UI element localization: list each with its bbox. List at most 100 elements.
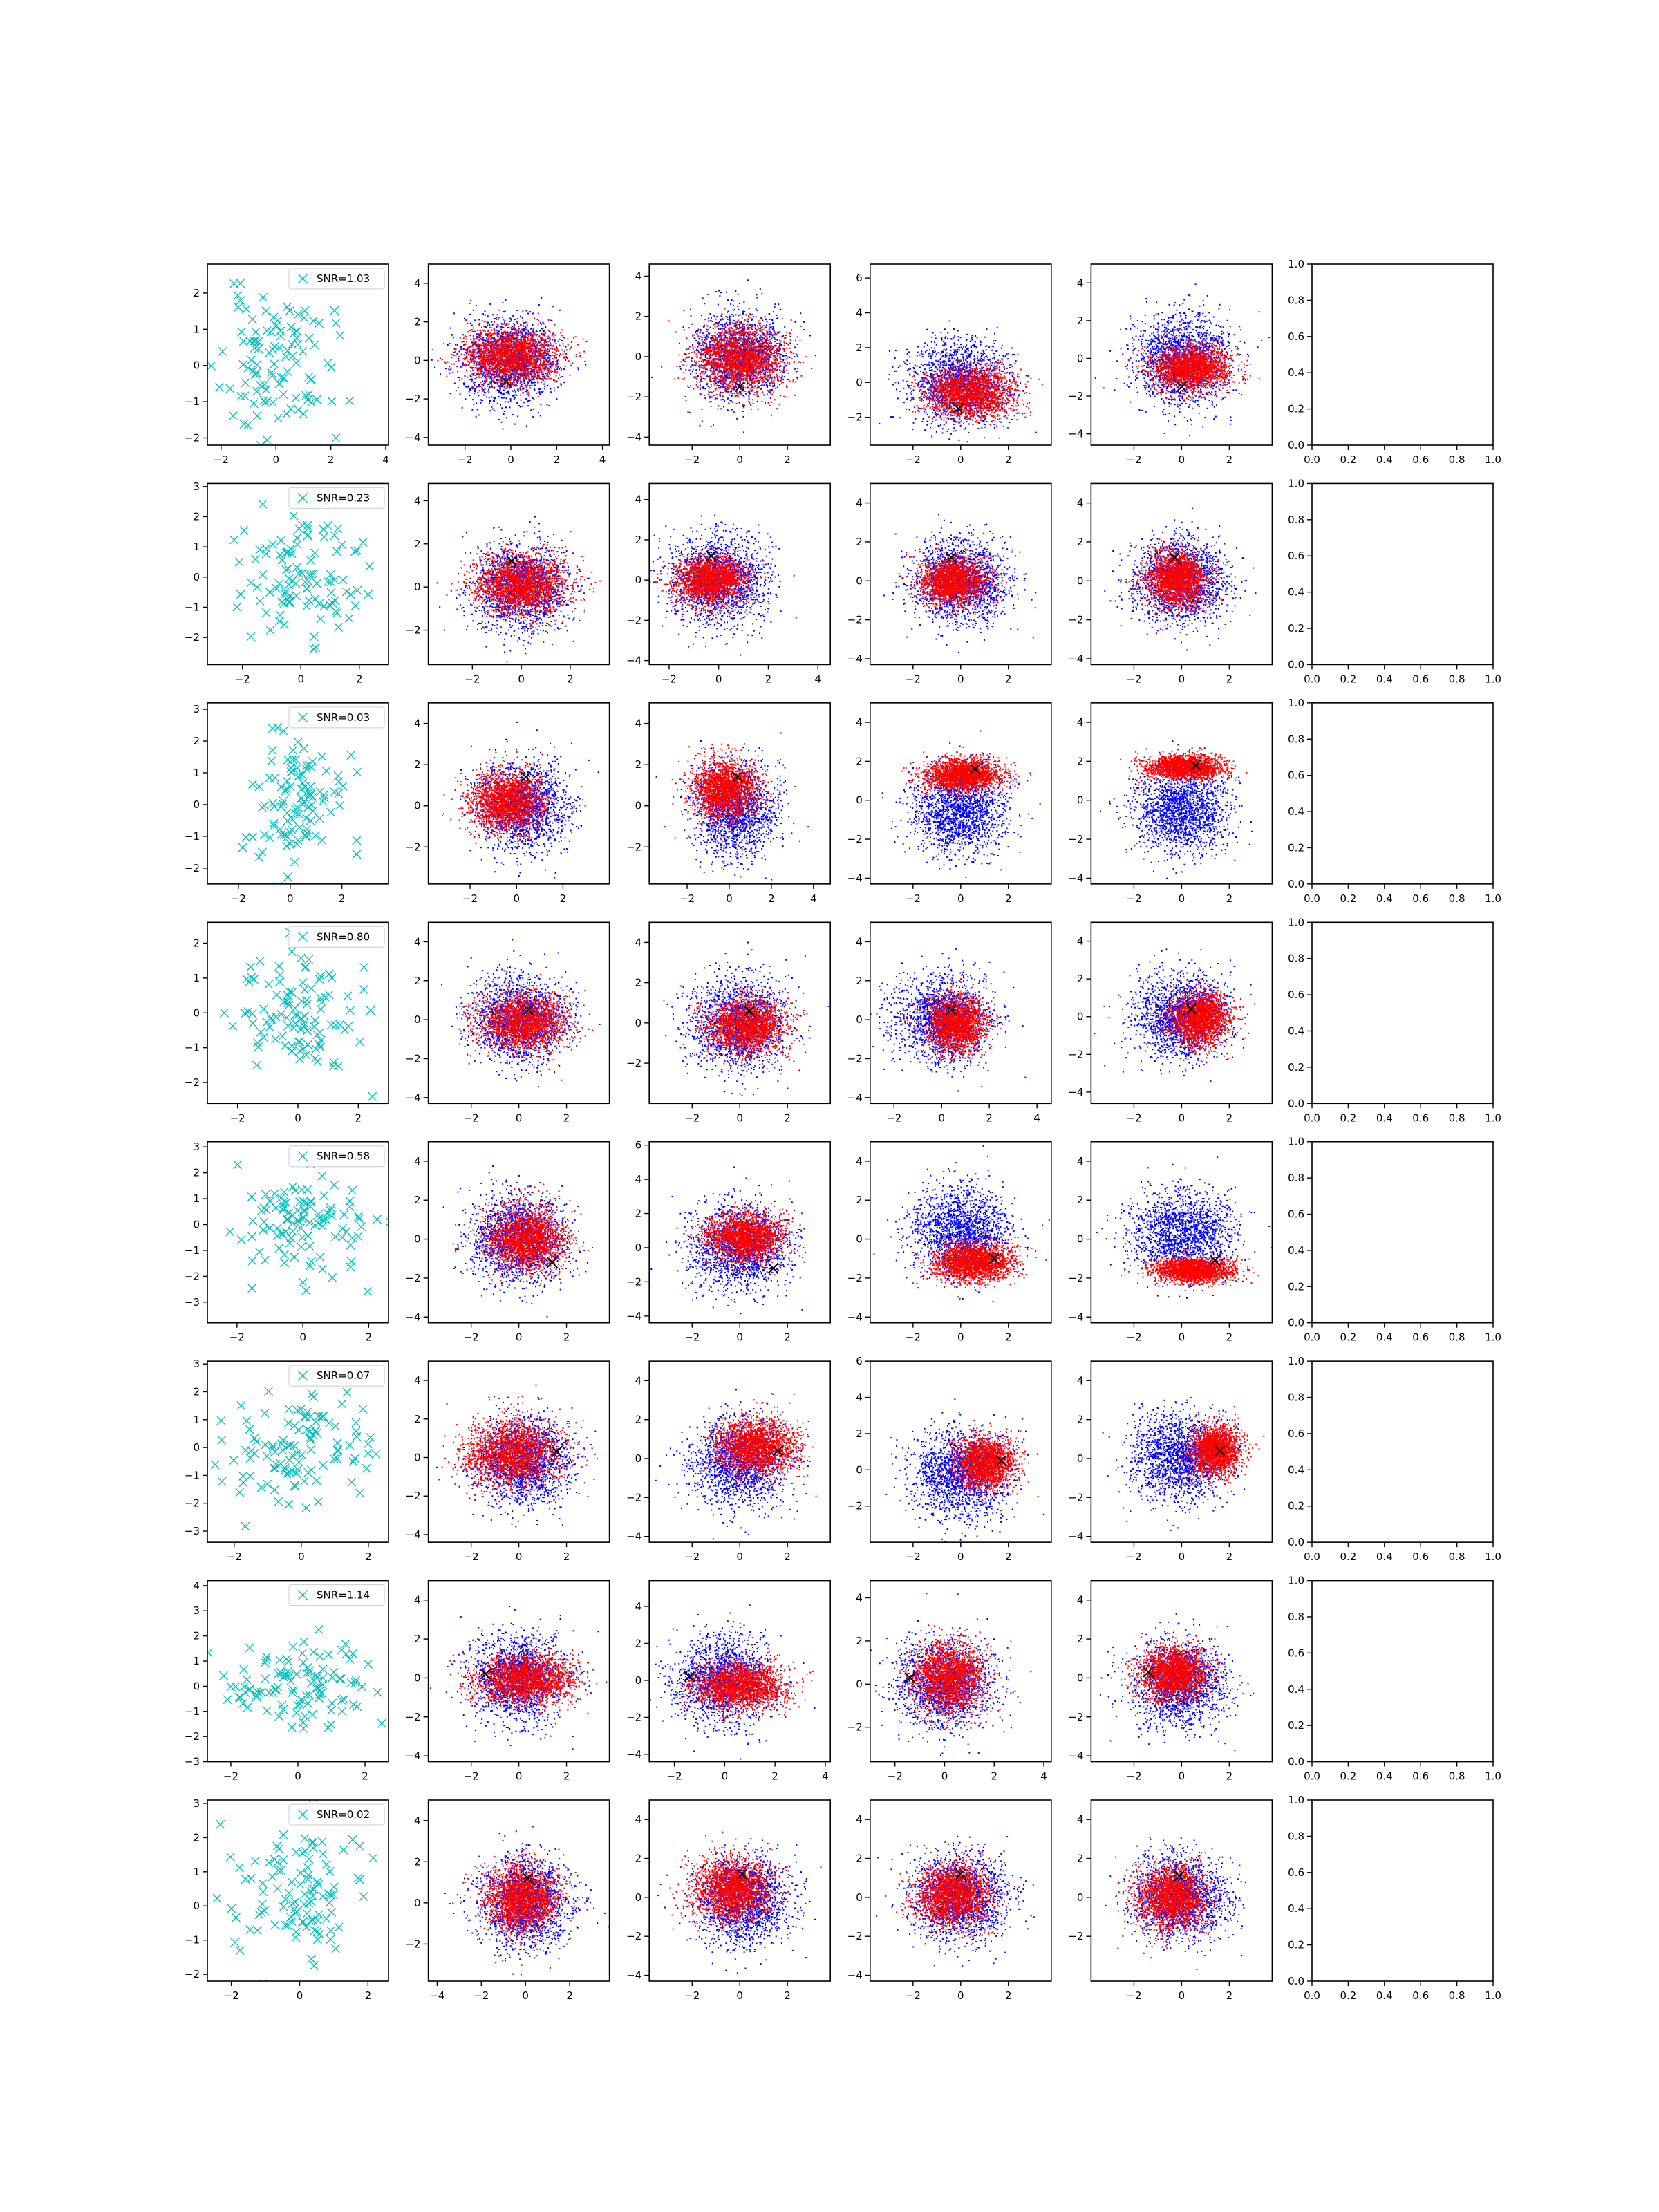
red-points-point [478, 335, 479, 336]
blue-points-point [709, 341, 711, 343]
red-points-point [545, 368, 547, 370]
blue-points-point [739, 303, 740, 304]
blue-points-point [731, 299, 732, 301]
blue-points-point [527, 400, 529, 402]
blue-points-point [467, 377, 468, 378]
blue-points-point [457, 353, 458, 355]
red-points-point [468, 353, 469, 355]
red-points-point [523, 330, 524, 332]
blue-points-point [471, 379, 473, 380]
red-points-point [521, 374, 523, 375]
blue-points-point [782, 359, 784, 361]
blue-points-point [743, 431, 744, 433]
blue-points-point [538, 304, 540, 306]
red-points-point [499, 364, 500, 365]
red-points-point [519, 387, 521, 388]
red-points-point [571, 341, 572, 343]
red-points-point [525, 336, 527, 337]
red-points-point [521, 328, 523, 330]
blue-points-point [661, 366, 662, 368]
red-points-point [485, 382, 486, 384]
red-points-point [563, 357, 565, 359]
red-points-point [554, 369, 555, 371]
red-points-point [529, 340, 531, 341]
red-points-point [503, 346, 504, 348]
red-points-point [558, 363, 559, 364]
blue-points-point [550, 339, 551, 341]
red-points-point [451, 334, 453, 335]
blue-points-point [685, 358, 686, 359]
blue-points-point [431, 359, 433, 361]
blue-points-point [508, 391, 509, 393]
red-points-point [519, 344, 521, 346]
red-points-point [507, 340, 508, 341]
blue-points-point [458, 377, 460, 378]
red-points-point [568, 360, 570, 362]
blue-points-point [489, 400, 491, 402]
blue-points-point [554, 388, 555, 389]
blue-points-point [473, 404, 474, 405]
blue-points-point [724, 373, 725, 374]
blue-points-point [502, 317, 503, 318]
red-points-point [543, 346, 544, 347]
blue-points-point [457, 344, 458, 346]
red-points-point [463, 364, 465, 365]
red-points-point [510, 366, 512, 367]
blue-points-point [761, 293, 762, 294]
blue-points-point [720, 324, 722, 325]
blue-points-point [469, 391, 470, 393]
red-points-point [532, 371, 533, 372]
blue-points-point [543, 373, 544, 375]
red-points-point [552, 348, 553, 350]
blue-points-point [500, 404, 501, 406]
blue-points-point [747, 279, 749, 281]
red-points-point [528, 354, 529, 355]
blue-points-point [496, 319, 497, 320]
red-points-point [505, 341, 506, 342]
blue-points-point [742, 411, 744, 412]
red-points-point [542, 356, 543, 357]
blue-points-point [735, 334, 736, 335]
red-points-point [536, 344, 538, 346]
red-points-point [500, 378, 502, 379]
blue-points-point [744, 379, 745, 380]
blue-points-point [527, 313, 529, 315]
blue-points-point [465, 375, 466, 377]
blue-points-point [491, 378, 493, 379]
blue-points-point [742, 386, 744, 388]
red-points-point [565, 357, 567, 358]
blue-points-point [471, 346, 473, 347]
red-points-point [527, 384, 528, 385]
red-points-point [517, 364, 518, 366]
red-points-point [509, 364, 510, 366]
red-points-point [461, 354, 462, 355]
blue-points-point [758, 409, 759, 410]
blue-points-point [523, 377, 524, 379]
red-points-point [513, 371, 514, 372]
blue-points-point [688, 411, 689, 413]
red-points-point [515, 379, 516, 381]
red-points-point [544, 350, 545, 352]
blue-points-point [796, 371, 798, 372]
red-points-point [519, 371, 521, 372]
blue-points-point [555, 343, 556, 344]
blue-points-point [494, 397, 495, 399]
red-points-point [533, 372, 534, 373]
red-points-point [480, 350, 482, 352]
red-points-point [542, 339, 543, 340]
y-tick-label: −1 [185, 395, 200, 408]
blue-points-point [538, 412, 539, 413]
red-points-point [547, 375, 549, 377]
red-points-point [491, 364, 492, 365]
blue-points-point [471, 329, 473, 330]
blue-points-point [697, 375, 699, 377]
blue-points-point [533, 353, 534, 354]
red-points-point [496, 382, 498, 383]
red-points-point [561, 368, 562, 369]
blue-points-point [772, 337, 774, 338]
red-points-point [486, 343, 487, 344]
red-points-point [546, 341, 547, 343]
blue-points-point [697, 343, 698, 344]
red-points-point [514, 375, 515, 376]
blue-points-point [541, 324, 542, 325]
